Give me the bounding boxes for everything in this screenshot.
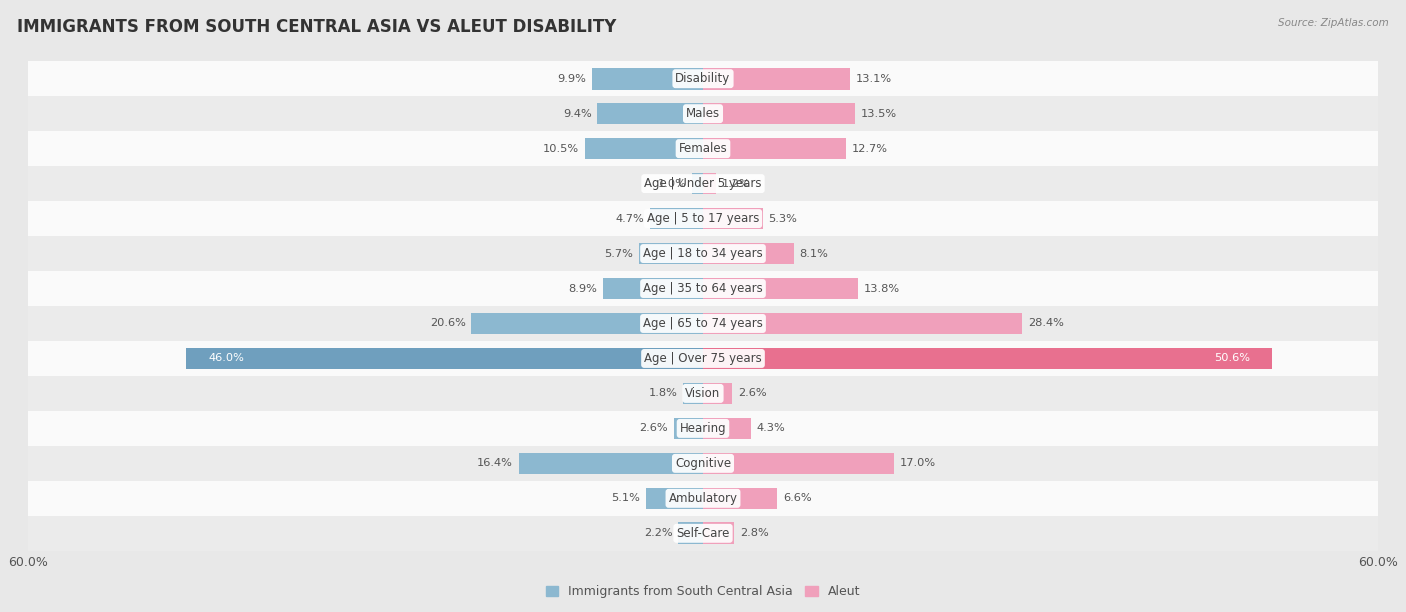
Text: Males: Males xyxy=(686,107,720,120)
Text: 50.6%: 50.6% xyxy=(1213,354,1250,364)
Bar xyxy=(703,348,1272,369)
Text: Age | 18 to 34 years: Age | 18 to 34 years xyxy=(643,247,763,260)
Bar xyxy=(0,236,1406,271)
Bar xyxy=(703,207,762,230)
Text: 17.0%: 17.0% xyxy=(900,458,936,468)
Text: Age | 65 to 74 years: Age | 65 to 74 years xyxy=(643,317,763,330)
Text: Self-Care: Self-Care xyxy=(676,527,730,540)
Text: 4.3%: 4.3% xyxy=(756,424,786,433)
Bar xyxy=(585,138,703,160)
Text: Source: ZipAtlas.com: Source: ZipAtlas.com xyxy=(1278,18,1389,28)
Text: 5.1%: 5.1% xyxy=(612,493,640,503)
Bar xyxy=(0,411,1406,446)
Bar xyxy=(0,271,1406,306)
Text: 16.4%: 16.4% xyxy=(477,458,513,468)
Text: 20.6%: 20.6% xyxy=(430,318,465,329)
Text: Age | 5 to 17 years: Age | 5 to 17 years xyxy=(647,212,759,225)
Text: 13.5%: 13.5% xyxy=(860,109,897,119)
Bar xyxy=(638,243,703,264)
Text: Age | Over 75 years: Age | Over 75 years xyxy=(644,352,762,365)
Bar xyxy=(692,173,703,195)
Text: Females: Females xyxy=(679,142,727,155)
Text: Disability: Disability xyxy=(675,72,731,85)
Text: 5.3%: 5.3% xyxy=(768,214,797,223)
Bar xyxy=(0,166,1406,201)
Bar xyxy=(683,382,703,405)
Bar xyxy=(0,96,1406,131)
Text: 46.0%: 46.0% xyxy=(208,354,245,364)
Text: 4.7%: 4.7% xyxy=(616,214,644,223)
Bar xyxy=(678,523,703,544)
Text: 2.8%: 2.8% xyxy=(740,528,769,539)
Bar xyxy=(0,306,1406,341)
Bar xyxy=(703,243,794,264)
Bar xyxy=(186,348,703,369)
Text: 1.2%: 1.2% xyxy=(723,179,751,188)
Bar xyxy=(703,278,858,299)
Text: 28.4%: 28.4% xyxy=(1028,318,1064,329)
Text: 2.6%: 2.6% xyxy=(640,424,668,433)
Bar xyxy=(703,313,1022,334)
Text: Ambulatory: Ambulatory xyxy=(668,492,738,505)
Bar xyxy=(650,207,703,230)
Text: 12.7%: 12.7% xyxy=(852,144,887,154)
Text: Hearing: Hearing xyxy=(679,422,727,435)
Text: 9.4%: 9.4% xyxy=(562,109,592,119)
Text: Cognitive: Cognitive xyxy=(675,457,731,470)
Bar xyxy=(0,131,1406,166)
Bar xyxy=(598,103,703,124)
Bar xyxy=(0,341,1406,376)
Bar xyxy=(703,68,851,89)
Bar xyxy=(703,173,717,195)
Text: 1.0%: 1.0% xyxy=(657,179,686,188)
Text: Age | 35 to 64 years: Age | 35 to 64 years xyxy=(643,282,763,295)
Bar xyxy=(0,446,1406,481)
Bar xyxy=(703,523,734,544)
Bar xyxy=(0,481,1406,516)
Text: 1.8%: 1.8% xyxy=(648,389,678,398)
Bar xyxy=(519,452,703,474)
Bar xyxy=(703,488,778,509)
Text: 5.7%: 5.7% xyxy=(605,248,633,258)
Bar xyxy=(0,61,1406,96)
Bar xyxy=(0,201,1406,236)
Text: 2.6%: 2.6% xyxy=(738,389,766,398)
Bar xyxy=(603,278,703,299)
Bar xyxy=(0,376,1406,411)
Bar xyxy=(592,68,703,89)
Bar xyxy=(0,516,1406,551)
Text: 9.9%: 9.9% xyxy=(557,73,586,84)
Text: 8.9%: 8.9% xyxy=(568,283,598,294)
Text: 13.8%: 13.8% xyxy=(863,283,900,294)
Bar xyxy=(703,103,855,124)
Text: 2.2%: 2.2% xyxy=(644,528,672,539)
Text: Vision: Vision xyxy=(685,387,721,400)
Legend: Immigrants from South Central Asia, Aleut: Immigrants from South Central Asia, Aleu… xyxy=(541,580,865,603)
Bar xyxy=(703,382,733,405)
Bar xyxy=(645,488,703,509)
Text: 8.1%: 8.1% xyxy=(800,248,828,258)
Bar xyxy=(703,417,751,439)
Text: 6.6%: 6.6% xyxy=(783,493,811,503)
Bar xyxy=(703,452,894,474)
Bar xyxy=(673,417,703,439)
Bar xyxy=(703,138,846,160)
Text: 13.1%: 13.1% xyxy=(856,73,891,84)
Text: Age | Under 5 years: Age | Under 5 years xyxy=(644,177,762,190)
Bar xyxy=(471,313,703,334)
Text: IMMIGRANTS FROM SOUTH CENTRAL ASIA VS ALEUT DISABILITY: IMMIGRANTS FROM SOUTH CENTRAL ASIA VS AL… xyxy=(17,18,616,36)
Text: 10.5%: 10.5% xyxy=(543,144,579,154)
